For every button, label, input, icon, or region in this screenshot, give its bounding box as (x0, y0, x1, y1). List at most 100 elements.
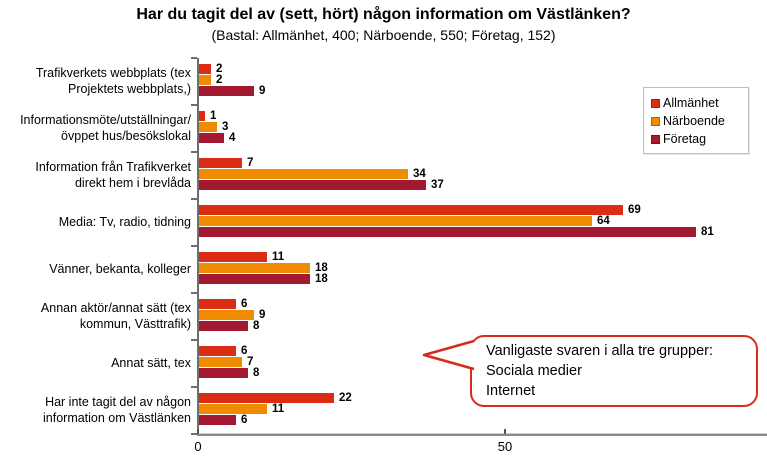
bar-företag (199, 227, 696, 237)
bar-value-label: 1 (210, 109, 217, 122)
bar-row: 81 (199, 225, 714, 238)
bar-value-label: 81 (701, 225, 714, 238)
bar-row: 2 (199, 63, 222, 74)
bar-value-label: 18 (315, 261, 328, 274)
bar-row: 7 (199, 156, 254, 169)
bar-row: 18 (199, 261, 328, 274)
bar-row: 7 (199, 355, 254, 368)
callout-text-line: Sociala medier (486, 363, 582, 379)
bar-allmänhet (199, 111, 205, 121)
bar-value-label: 37 (431, 178, 444, 191)
bar-närboende (199, 357, 242, 367)
bar-row: 9 (199, 84, 266, 97)
bar-närboende (199, 122, 217, 132)
category-label: Har inte tagit del av någon information … (43, 395, 191, 425)
bar-närboende (199, 169, 408, 179)
y-axis-tick (191, 292, 197, 294)
bar-row: 6 (199, 413, 248, 426)
bar-value-label: 7 (247, 355, 254, 368)
bar-row: 3 (199, 120, 229, 133)
chart-title: Har du tagit del av (sett, hört) någon i… (136, 6, 631, 23)
legend-label: Närboende (663, 114, 725, 128)
callout-tail (422, 339, 475, 371)
x-axis-tick (197, 429, 199, 434)
legend-item: Företag (651, 130, 743, 148)
bar-företag (199, 133, 224, 143)
y-axis-tick (191, 57, 197, 59)
category-label: Media: Tv, radio, tidning (58, 214, 191, 229)
legend-swatch (651, 98, 660, 108)
legend-swatch (651, 116, 660, 126)
y-axis-tick (191, 433, 197, 435)
bar-row: 8 (199, 366, 260, 379)
bar-value-label: 6 (241, 344, 248, 357)
bar-value-label: 18 (315, 272, 328, 285)
bar-value-label: 9 (259, 84, 266, 97)
y-axis-tick (191, 339, 197, 341)
bar-row: 34 (199, 167, 426, 180)
x-tick-label: 50 (497, 439, 513, 454)
bar-företag (199, 274, 310, 284)
bar-value-label: 6 (241, 297, 248, 310)
bar-row: 1 (199, 109, 217, 122)
bar-value-label: 34 (413, 167, 426, 180)
bar-närboende (199, 263, 310, 273)
callout-text-line: Vanligaste svaren i alla tre grupper: (486, 343, 714, 359)
bar-närboende (199, 216, 592, 226)
bar-value-label: 22 (339, 391, 352, 404)
bar-value-label: 7 (247, 156, 254, 169)
category-label: Annat sätt, tex (111, 355, 191, 370)
legend-swatch (651, 134, 660, 144)
category-label: Vänner, bekanta, kolleger (49, 261, 191, 276)
bar-value-label: 4 (229, 131, 236, 144)
x-axis-line (197, 433, 767, 436)
y-axis-tick (191, 104, 197, 106)
bar-value-label: 11 (272, 250, 285, 263)
bar-allmänhet (199, 252, 267, 262)
bar-allmänhet (199, 393, 334, 403)
legend-label: Företag (663, 132, 707, 146)
bar-value-label: 8 (253, 366, 260, 379)
bar-företag (199, 321, 248, 331)
y-axis-tick (191, 198, 197, 200)
bar-row: 9 (199, 308, 266, 321)
bar-value-label: 64 (597, 214, 610, 227)
bar-företag (199, 415, 236, 425)
bar-value-label: 8 (253, 319, 260, 332)
y-axis-tick (191, 245, 197, 247)
y-axis-tick (191, 386, 197, 388)
bar-row: 37 (199, 178, 444, 191)
bar-row: 4 (199, 131, 236, 144)
legend-item: Allmänhet (651, 94, 743, 112)
bar-row: 2 (199, 74, 222, 85)
bar-value-label: 11 (272, 402, 285, 415)
bar-allmänhet (199, 346, 236, 356)
legend-item: Närboende (651, 112, 743, 130)
bar-allmänhet (199, 299, 236, 309)
callout-bubble: Vanligaste svaren i alla tre grupper: Soc… (470, 335, 758, 407)
bar-row: 11 (199, 250, 285, 263)
bar-allmänhet (199, 64, 211, 74)
bar-value-label: 3 (222, 120, 229, 133)
bar-row: 69 (199, 203, 641, 216)
bar-value-label: 9 (259, 308, 266, 321)
category-label: Trafikverkets webbplats (tex Projektets … (35, 66, 191, 96)
chart-subtitle: (Bastal: Allmänhet, 400; Närboende, 550;… (211, 27, 556, 43)
category-label: Informationsmöte/utställningar/ övppet h… (20, 113, 191, 143)
bar-företag (199, 368, 248, 378)
y-axis-tick (191, 151, 197, 153)
bar-value-label: 69 (628, 203, 641, 216)
legend-label: Allmänhet (663, 96, 719, 110)
bar-row: 22 (199, 391, 352, 404)
category-label: Annan aktör/annat sätt (tex kommun, Väst… (40, 301, 191, 331)
bar-row: 18 (199, 272, 328, 285)
callout-text-line: Internet (486, 383, 536, 399)
y-axis-line (197, 58, 199, 435)
bar-row: 6 (199, 344, 248, 357)
bar-value-label: 6 (241, 413, 248, 426)
bar-företag (199, 180, 426, 190)
bar-närboende (199, 404, 267, 414)
bar-allmänhet (199, 158, 242, 168)
bar-row: 8 (199, 319, 260, 332)
